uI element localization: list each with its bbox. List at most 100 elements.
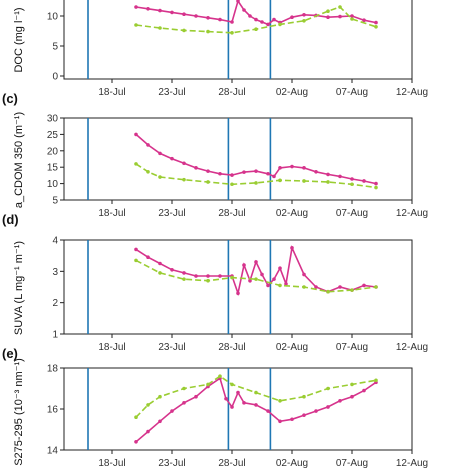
x-tick-label: 18-Jul (98, 87, 125, 98)
data-point (230, 275, 234, 280)
data-point (236, 0, 240, 3)
data-point (278, 419, 282, 424)
data-point (254, 277, 258, 281)
x-tick-label: 02-Aug (276, 208, 308, 219)
data-point (362, 283, 366, 288)
data-point (146, 169, 150, 174)
data-point (146, 429, 150, 434)
data-point (362, 388, 366, 393)
data-point (182, 161, 186, 166)
data-point (230, 182, 234, 187)
data-point (182, 28, 186, 33)
plot-frame (63, 117, 413, 201)
data-point (254, 390, 258, 395)
series-line-0 (135, 245, 377, 297)
data-point (170, 409, 174, 413)
data-point (206, 180, 210, 184)
data-point (290, 15, 294, 19)
panel-1: 5 10 15 20 25 30 18-Jul 23-Jul 28-Jul 02-Aug 07-Au… (2, 91, 428, 219)
y-axis-label: S275-295 (10⁻³ nm⁻¹) (13, 358, 25, 466)
y-tick-label: 2 (52, 298, 58, 309)
data-point (326, 172, 330, 177)
panel-letter: (d) (2, 212, 19, 227)
x-tick-label: 07-Aug (336, 87, 368, 98)
data-point (146, 143, 150, 147)
y-tick-label: 14 (47, 446, 59, 457)
data-point (302, 13, 306, 17)
y-tick-label: 10 (47, 12, 59, 23)
data-point (254, 27, 258, 32)
data-point (254, 17, 258, 22)
data-point (326, 405, 330, 409)
data-point (236, 291, 240, 296)
data-point (326, 289, 330, 294)
data-point (134, 440, 138, 444)
data-point (284, 282, 288, 286)
x-tick-label: 23-Jul (158, 458, 185, 469)
y-tick-label: 15 (47, 163, 59, 174)
data-point (158, 8, 162, 13)
data-point (194, 394, 198, 399)
x-tick-label: 12-Aug (396, 208, 428, 219)
data-point (290, 164, 294, 169)
plot-frame (63, 0, 413, 80)
data-point (254, 260, 258, 264)
data-point (350, 177, 354, 181)
data-point (266, 22, 270, 27)
data-point (272, 277, 276, 281)
data-point (224, 396, 228, 401)
data-point (182, 177, 186, 182)
y-axis-label: a_CDOM 350 (m⁻¹) (13, 112, 25, 208)
data-point (170, 156, 174, 161)
data-point (158, 26, 162, 30)
x-tick-label: 12-Aug (396, 458, 428, 469)
x-tick-label: 02-Aug (276, 87, 308, 98)
y-tick-label: 5 (52, 196, 58, 207)
data-point (206, 278, 210, 283)
x-tick-label: 28-Jul (218, 458, 245, 469)
data-point (170, 10, 174, 15)
y-tick-label: 1 (52, 330, 58, 341)
series-line-0 (135, 133, 377, 185)
data-point (242, 8, 246, 12)
data-point (194, 166, 198, 170)
data-point (272, 17, 276, 22)
y-tick-label: 20 (47, 146, 59, 157)
data-point (146, 403, 150, 407)
series-line-1 (135, 6, 377, 34)
y-axis-label: DOC (mg l⁻¹) (13, 7, 25, 72)
data-point (278, 178, 282, 183)
y-tick-label: 16 (47, 405, 59, 416)
x-tick-label: 28-Jul (218, 342, 245, 353)
data-point (266, 409, 270, 413)
plot-frame (63, 239, 413, 335)
data-point (350, 288, 354, 292)
data-point (350, 17, 354, 21)
data-point (302, 413, 306, 417)
data-point (230, 405, 234, 409)
data-point (254, 181, 258, 185)
data-point (170, 267, 174, 272)
data-point (302, 272, 306, 277)
data-point (278, 399, 282, 403)
data-point (278, 283, 282, 288)
x-tick-label: 18-Jul (98, 208, 125, 219)
panel-2: 1 2 3 4 18-Jul 23-Jul 28-Jul 02-Aug 07-Aug 12-Aug… (2, 212, 428, 353)
data-point (194, 14, 198, 18)
x-tick-label: 28-Jul (218, 208, 245, 219)
data-point (182, 277, 186, 281)
data-point (134, 5, 138, 9)
y-tick-label: 25 (47, 130, 59, 141)
data-point (260, 272, 264, 277)
data-point (350, 382, 354, 387)
data-point (254, 169, 258, 173)
x-tick-label: 02-Aug (276, 342, 308, 353)
y-axis-label: SUVA (L mg⁻¹ m⁻¹) (13, 241, 25, 335)
data-point (206, 169, 210, 173)
data-point (230, 382, 234, 387)
data-point (350, 182, 354, 187)
data-point (362, 18, 366, 23)
data-point (374, 20, 378, 25)
data-point (302, 394, 306, 399)
x-tick-label: 12-Aug (396, 342, 428, 353)
